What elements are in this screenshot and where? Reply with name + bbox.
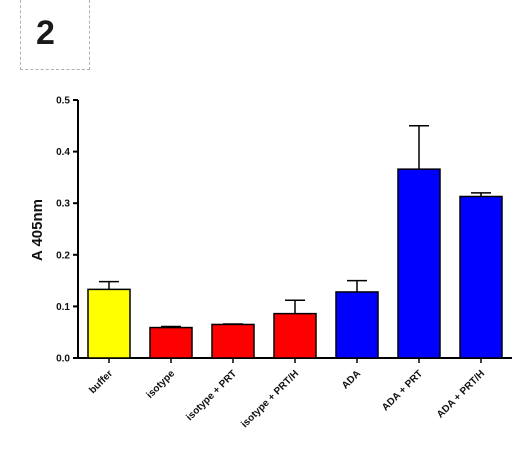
x-tick-label: isotype + PRT/H: [239, 368, 301, 430]
y-tick-label: 0.4: [56, 147, 70, 158]
bar: [335, 291, 379, 359]
y-tick-label: 0.2: [56, 250, 70, 261]
bar: [149, 326, 193, 359]
y-axis-ticks: 0.0 0.1 0.2 0.3 0.4 0.5: [56, 96, 78, 365]
x-tick-label: isotype: [145, 368, 178, 401]
y-tick-label: 0.1: [56, 302, 70, 313]
x-tick-label: ADA + PRT: [380, 368, 425, 413]
y-axis-label: A 405nm: [29, 199, 46, 261]
x-tick-label: ADA + PRT/H: [435, 368, 487, 420]
y-tick-label: 0.3: [56, 199, 70, 210]
y-tick-label: 0.5: [56, 96, 70, 107]
bar: [397, 168, 441, 359]
panel-label-box: [20, 0, 90, 70]
bar: [459, 195, 503, 359]
x-axis-labels: buffer isotype isotype + PRT isotype + PRT/…: [87, 358, 487, 430]
bar: [87, 288, 131, 359]
y-tick-label: 0.0: [56, 354, 70, 365]
bar: [273, 312, 317, 359]
panel-label: 2: [36, 14, 55, 52]
x-tick-label: buffer: [87, 368, 115, 396]
chart-error-bars: [99, 125, 491, 328]
bar: [211, 323, 255, 359]
x-tick-label: ADA: [340, 368, 363, 391]
chart-bars: [87, 168, 503, 359]
x-tick-label: isotype + PRT: [184, 368, 239, 423]
